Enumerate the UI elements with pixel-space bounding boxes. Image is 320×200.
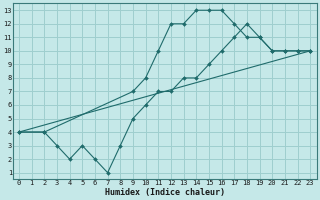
- X-axis label: Humidex (Indice chaleur): Humidex (Indice chaleur): [105, 188, 225, 197]
